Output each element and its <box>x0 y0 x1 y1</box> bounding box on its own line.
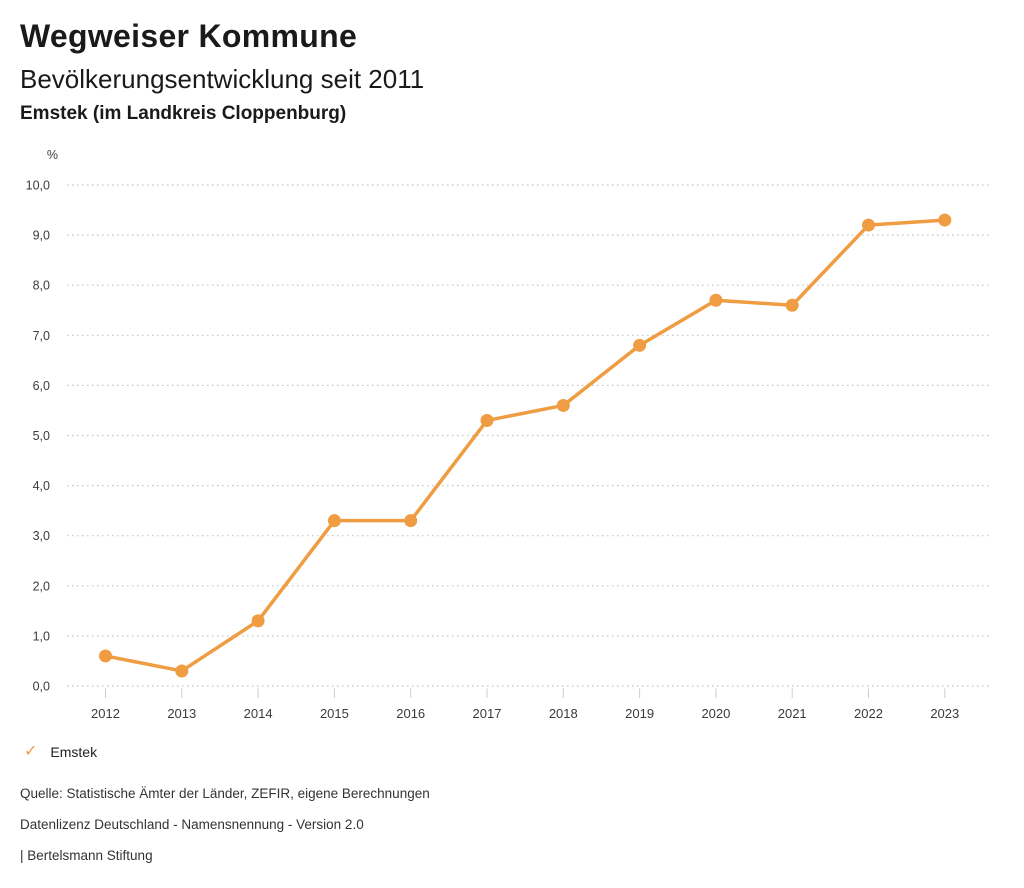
x-tick-label: 2020 <box>701 706 730 721</box>
line-chart: % 0,0 1,0 2,0 3,0 4,0 5,0 6,0 7,0 8,0 9,0 10,0 2012 2… <box>26 148 990 721</box>
legend-item-emstek[interactable]: ✓ Emstek <box>24 743 98 761</box>
y-tick-label: 5,0 <box>33 429 50 443</box>
data-point-2023[interactable] <box>938 213 952 227</box>
y-tick-label: 8,0 <box>33 279 50 293</box>
data-point-2022[interactable] <box>862 218 875 232</box>
legend-label: Emstek <box>50 744 98 760</box>
y-tick-label: 6,0 <box>33 379 50 393</box>
data-point-2016[interactable] <box>404 514 418 528</box>
x-tick-label: 2018 <box>549 706 578 721</box>
x-tick-label: 2019 <box>625 706 654 721</box>
data-point-2015[interactable] <box>327 514 341 528</box>
data-point-2021[interactable] <box>785 298 799 312</box>
y-axis-unit-label: % <box>47 148 58 162</box>
y-tick-label: 1,0 <box>33 629 50 643</box>
y-tick-label: 3,0 <box>33 529 50 543</box>
y-tick-label: 9,0 <box>33 229 50 243</box>
y-tick-label: 2,0 <box>33 579 50 593</box>
chart-title: Bevölkerungsentwicklung seit 2011 <box>20 64 425 94</box>
x-tick-label: 2021 <box>778 706 807 721</box>
y-tick-label: 10,0 <box>26 179 50 193</box>
x-tick-label: 2015 <box>320 706 349 721</box>
chart-region-subtitle: Emstek (im Landkreis Cloppenburg) <box>20 103 347 124</box>
x-tick-label: 2014 <box>244 706 273 721</box>
x-tick-label: 2017 <box>473 706 502 721</box>
license-note: Datenlizenz Deutschland - Namensnennung … <box>20 817 364 832</box>
data-point-2019[interactable] <box>633 338 647 352</box>
app-title: Wegweiser Kommune <box>20 18 358 54</box>
source-note: Quelle: Statistische Ämter der Länder, Z… <box>20 786 430 801</box>
series-line-emstek <box>103 218 947 673</box>
data-point-2020[interactable] <box>709 293 723 307</box>
data-point-2012[interactable] <box>99 649 112 663</box>
y-tick-label: 7,0 <box>33 329 50 343</box>
data-point-2013[interactable] <box>175 664 189 678</box>
x-tick-label: 2016 <box>396 706 425 721</box>
legend-check-icon: ✓ <box>24 743 38 760</box>
y-tick-label: 4,0 <box>33 479 50 493</box>
x-tick-label: 2012 <box>91 706 120 721</box>
x-tick-label: 2022 <box>854 706 883 721</box>
x-tick-label: 2023 <box>930 706 959 721</box>
x-tick-label: 2013 <box>167 706 196 721</box>
data-point-2017[interactable] <box>480 413 494 427</box>
data-point-2014[interactable] <box>251 614 265 628</box>
data-point-2018[interactable] <box>556 398 570 412</box>
attribution-note: | Bertelsmann Stiftung <box>20 848 153 863</box>
y-tick-label: 0,0 <box>33 680 50 694</box>
